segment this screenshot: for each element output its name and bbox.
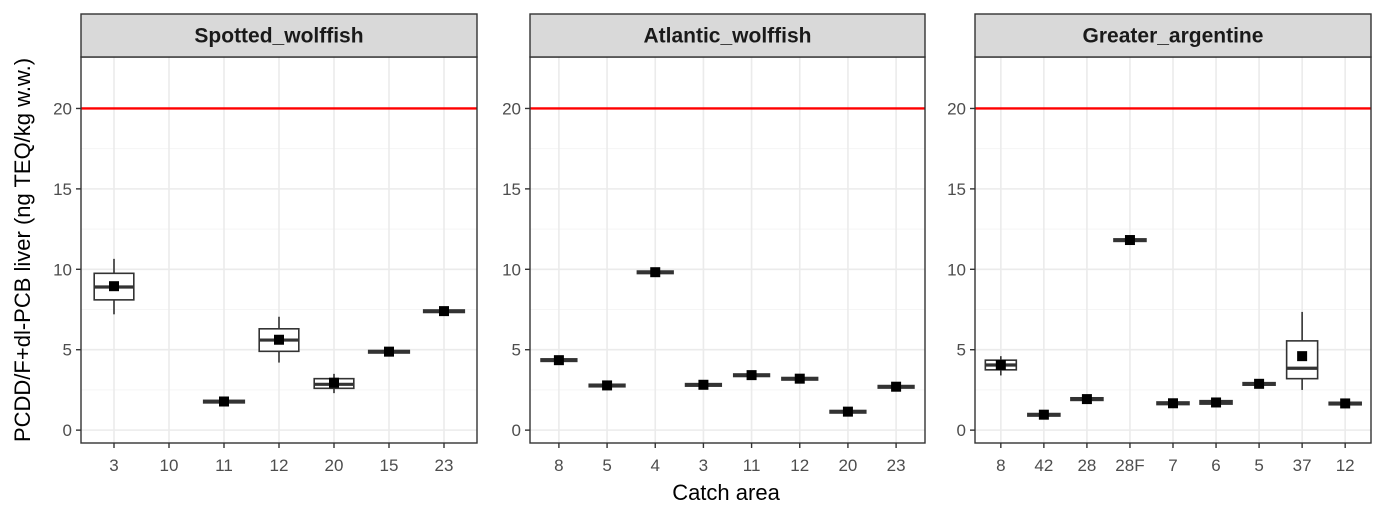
box-8 bbox=[984, 356, 1018, 376]
mean-marker bbox=[995, 359, 1006, 370]
x-tick-label: 23 bbox=[887, 456, 906, 475]
box-11 bbox=[732, 370, 771, 381]
box-12 bbox=[781, 373, 819, 384]
x-tick-label: 28 bbox=[1077, 456, 1096, 475]
x-axis-title: Catch area bbox=[672, 480, 780, 505]
x-tick-label: 23 bbox=[435, 456, 454, 475]
mean-marker bbox=[109, 281, 119, 292]
y-tick-label: 10 bbox=[502, 260, 521, 279]
x-tick-label: 7 bbox=[1168, 456, 1177, 475]
box-12 bbox=[258, 316, 300, 363]
mean-marker bbox=[602, 380, 613, 391]
x-tick-label: 12 bbox=[1336, 456, 1355, 475]
box-28F bbox=[1113, 235, 1147, 246]
facet-title: Atlantic_wolffish bbox=[643, 25, 811, 48]
box-3 bbox=[93, 258, 135, 315]
x-tick-label: 6 bbox=[1211, 456, 1220, 475]
y-tick-label: 0 bbox=[512, 421, 521, 440]
box-12 bbox=[1328, 398, 1362, 409]
box-5 bbox=[588, 380, 626, 391]
mean-marker bbox=[842, 406, 853, 417]
x-tick-label: 11 bbox=[215, 456, 233, 475]
box-3 bbox=[684, 379, 723, 390]
mean-marker bbox=[1211, 397, 1222, 408]
y-tick-label: 20 bbox=[947, 99, 966, 118]
mean-marker bbox=[1168, 398, 1178, 409]
x-tick-label: 11 bbox=[743, 456, 761, 475]
x-tick-label: 42 bbox=[1034, 456, 1053, 475]
x-tick-label: 20 bbox=[838, 456, 857, 475]
x-tick-label: 12 bbox=[270, 456, 289, 475]
y-tick-label: 0 bbox=[957, 421, 966, 440]
box-23 bbox=[877, 381, 915, 392]
facet-strip bbox=[974, 13, 1372, 58]
mean-marker bbox=[1124, 235, 1135, 246]
mean-marker bbox=[1081, 394, 1092, 405]
box-8 bbox=[540, 355, 578, 366]
x-tick-label: 28F bbox=[1115, 456, 1144, 475]
box-37 bbox=[1285, 311, 1319, 390]
facet-panel-1: Atlantic_wolffish 0 5 10 15 20 8 5 4 3 11 12 20 23 bbox=[502, 13, 926, 475]
x-tick-label: 3 bbox=[109, 456, 118, 475]
box-5 bbox=[1242, 378, 1276, 389]
x-tick-label: 8 bbox=[554, 456, 563, 475]
x-tick-label: 4 bbox=[651, 456, 660, 475]
mean-marker bbox=[1038, 409, 1049, 420]
box-4 bbox=[636, 267, 674, 278]
mean-marker bbox=[384, 346, 394, 357]
mean-marker bbox=[1254, 378, 1265, 389]
facet-panel-2: Greater_argentine 0 5 10 15 20 8 42 28 28F 7 6 5 37 12 bbox=[947, 13, 1372, 475]
mean-marker bbox=[219, 396, 229, 407]
box-6 bbox=[1199, 397, 1233, 408]
mean-marker bbox=[891, 381, 902, 392]
y-tick-label: 20 bbox=[53, 99, 72, 118]
x-tick-label: 12 bbox=[790, 456, 809, 475]
y-tick-label: 15 bbox=[53, 180, 72, 199]
box-23 bbox=[422, 306, 466, 317]
x-tick-label: 37 bbox=[1293, 456, 1312, 475]
mean-marker bbox=[746, 370, 757, 381]
y-tick-label: 10 bbox=[53, 260, 72, 279]
mean-marker bbox=[1340, 398, 1351, 409]
facet-strip bbox=[80, 13, 478, 58]
box-20 bbox=[829, 406, 867, 417]
mean-marker bbox=[329, 377, 339, 388]
y-axis-title: PCDD/F+dl-PCB liver (ng TEQ/kg w.w.) bbox=[10, 58, 35, 442]
facet-panel-0: Spotted_wolffish 0 5 10 15 20 3 10 11 12 20 15 23 bbox=[53, 13, 478, 475]
x-tick-label: 20 bbox=[325, 456, 344, 475]
y-tick-label: 15 bbox=[947, 180, 966, 199]
box-11 bbox=[202, 396, 246, 407]
mean-marker bbox=[553, 355, 564, 366]
box-20 bbox=[313, 373, 355, 394]
y-tick-label: 5 bbox=[957, 341, 966, 360]
box-7 bbox=[1156, 398, 1190, 409]
x-tick-label: 5 bbox=[602, 456, 611, 475]
x-tick-label: 10 bbox=[160, 456, 179, 475]
x-tick-label: 8 bbox=[996, 456, 1005, 475]
mean-marker bbox=[698, 379, 709, 390]
y-tick-label: 5 bbox=[63, 341, 72, 360]
panel-background bbox=[530, 57, 925, 443]
y-tick-label: 15 bbox=[502, 180, 521, 199]
y-tick-label: 20 bbox=[502, 99, 521, 118]
facet-strip bbox=[529, 13, 926, 58]
mean-marker bbox=[439, 306, 449, 317]
box-28 bbox=[1070, 394, 1104, 405]
x-tick-label: 5 bbox=[1254, 456, 1263, 475]
x-tick-label: 3 bbox=[699, 456, 708, 475]
facet-title: Greater_argentine bbox=[1083, 25, 1264, 48]
y-tick-label: 0 bbox=[63, 421, 72, 440]
mean-marker bbox=[794, 373, 805, 384]
mean-marker bbox=[1297, 351, 1308, 362]
box-15 bbox=[367, 346, 411, 357]
x-tick-label: 15 bbox=[380, 456, 399, 475]
mean-marker bbox=[274, 334, 284, 345]
box-42 bbox=[1027, 409, 1061, 420]
facet-title: Spotted_wolffish bbox=[194, 25, 363, 48]
mean-marker bbox=[650, 267, 661, 278]
y-tick-label: 10 bbox=[947, 260, 966, 279]
y-tick-label: 5 bbox=[512, 341, 521, 360]
